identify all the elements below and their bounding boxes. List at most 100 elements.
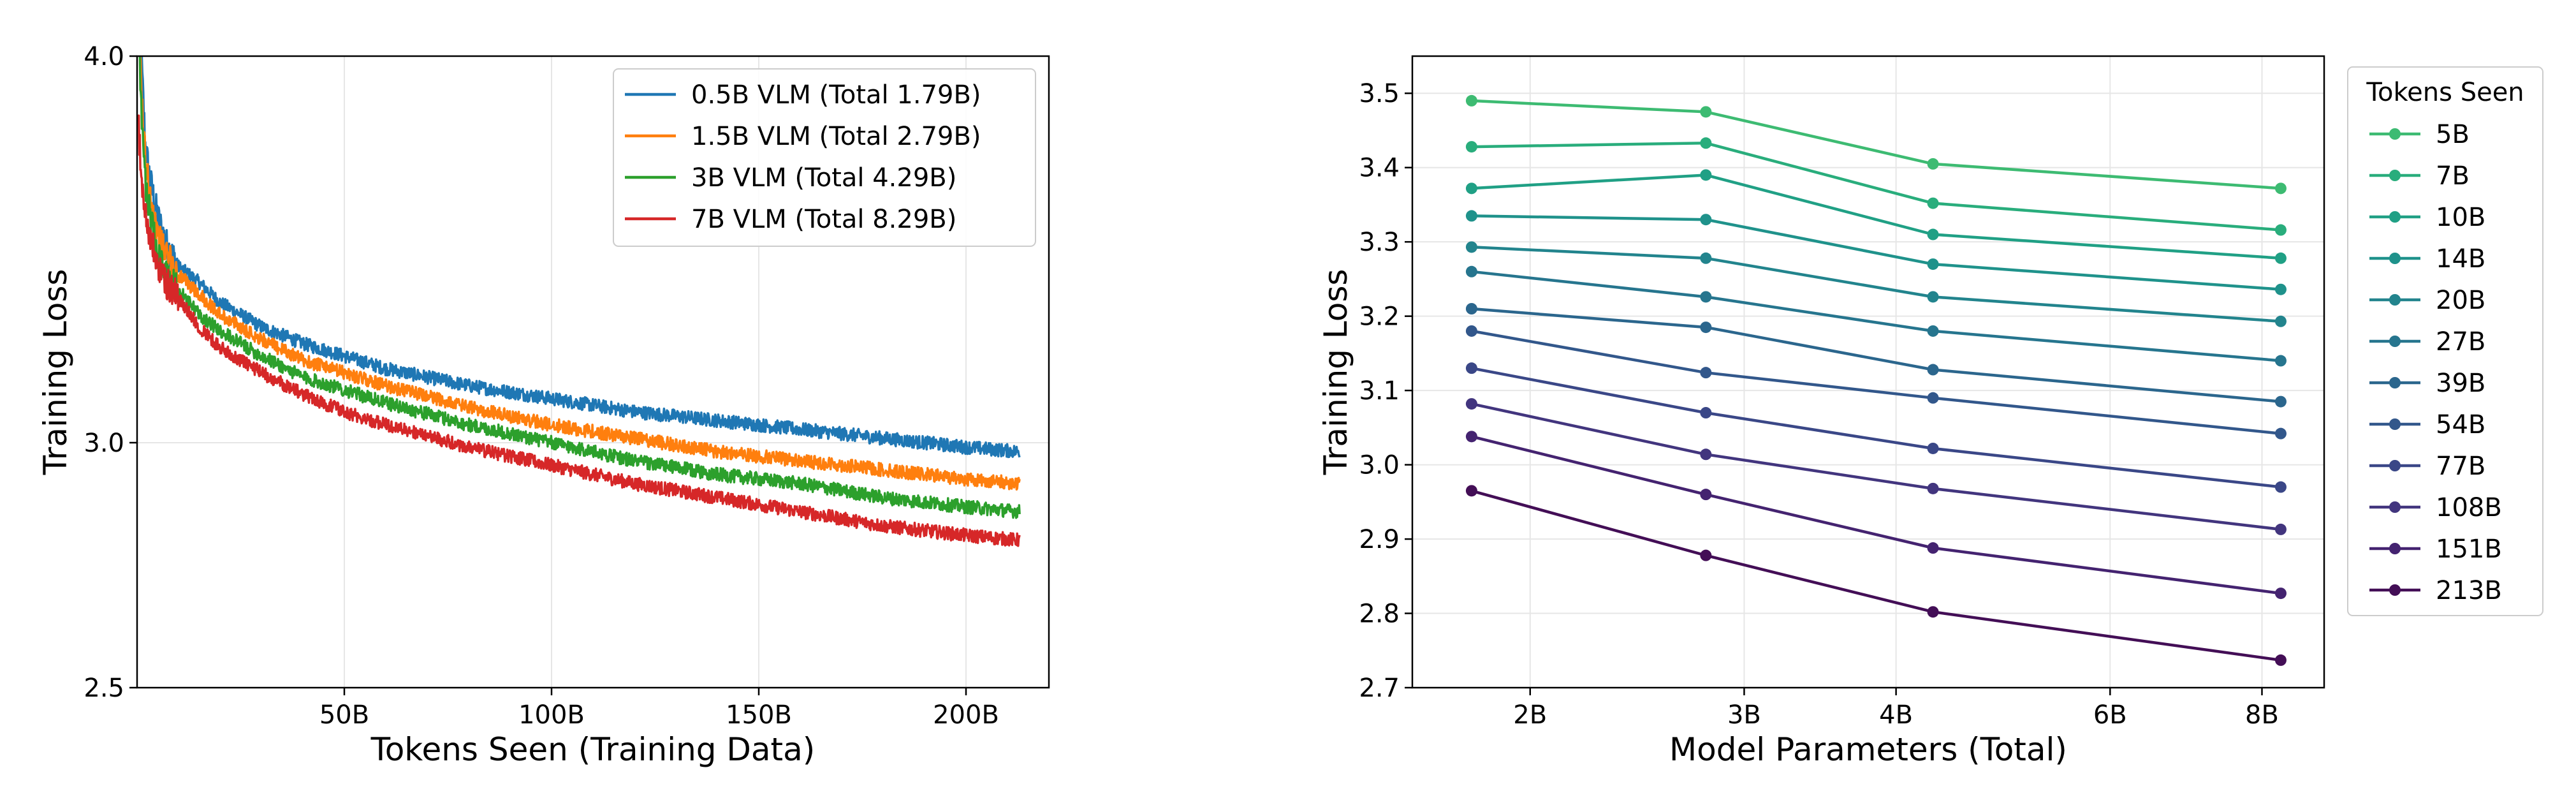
x-tick-label: 4B (1879, 700, 1913, 730)
y-tick-label: 3.4 (1359, 154, 1400, 183)
data-point (1927, 325, 1939, 337)
legend-label: 0.5B VLM (Total 1.79B) (691, 80, 981, 110)
series-213b (1465, 485, 2287, 666)
data-point (1700, 106, 1712, 118)
legend-label: 54B (2436, 410, 2485, 440)
data-point (1927, 158, 1939, 170)
loss-vs-params-chart: 2B 3B 4B 6B 8B 2.7 2.8 2.9 3.0 3.1 3.2 3.3 3.4 3.5 Mo… (1317, 55, 2543, 768)
series-line (1471, 366, 2281, 489)
data-point (1465, 94, 1477, 107)
series-lines (1465, 94, 2287, 666)
plot-frame (136, 55, 1050, 689)
data-point (1700, 489, 1712, 501)
series-line (1471, 489, 2281, 662)
data-point (1700, 322, 1712, 334)
legend-marker (2389, 294, 2401, 306)
legend-label: 151B (2436, 535, 2502, 564)
data-point (2274, 481, 2287, 493)
data-point (2274, 283, 2287, 295)
data-point (1465, 265, 1477, 277)
series-line (1471, 246, 2281, 323)
data-point (2274, 252, 2287, 264)
data-point (1700, 367, 1712, 379)
legend-title: Tokens Seen (2366, 78, 2524, 107)
data-point (1465, 325, 1477, 337)
legend-marker (2389, 336, 2401, 347)
loss-vs-tokens-chart: 50B 100B 150B 200B 2.5 3.0 4.0 Tokens Seen (Tr… (37, 42, 1050, 768)
data-point (1700, 448, 1712, 461)
y-tick-label: 2.8 (1359, 600, 1400, 629)
series-line (1471, 435, 2281, 595)
legend-marker (2389, 377, 2401, 388)
x-tick-label: 2B (1513, 700, 1547, 730)
axis-ticks: 2B 3B 4B 6B 8B 2.7 2.8 2.9 3.0 3.1 3.2 3.3 3.4 3.5 (1359, 79, 2279, 730)
data-point (2274, 523, 2287, 535)
x-tick-label: 3B (1727, 700, 1761, 730)
legend-box (2347, 66, 2543, 616)
data-point (1700, 214, 1712, 226)
series-line-7b-vlm-total-8-29b (137, 114, 1021, 547)
legend-label: 213B (2436, 576, 2502, 605)
data-point (2274, 427, 2287, 440)
data-point (2274, 396, 2287, 408)
data-point (1927, 392, 1939, 404)
data-point (1927, 364, 1939, 376)
data-point (1700, 291, 1712, 303)
data-point (2274, 654, 2287, 666)
y-tick-label: 3.2 (1359, 302, 1400, 332)
data-point (2274, 182, 2287, 195)
legend: 0.5B VLM (Total 1.79B) 1.5B VLM (Total 2.… (613, 68, 1036, 247)
data-point (1927, 606, 1939, 618)
series-line (1471, 402, 2281, 531)
legend-marker (2389, 170, 2401, 181)
data-point (1465, 210, 1477, 222)
data-point (1700, 407, 1712, 419)
x-tick-label: 150B (726, 700, 792, 730)
legend-label: 39B (2436, 369, 2485, 398)
y-tick-label: 3.5 (1359, 79, 1400, 108)
legend-label: 108B (2436, 493, 2502, 522)
data-point (1465, 398, 1477, 410)
x-tick-label: 8B (2245, 700, 2279, 730)
data-point (1927, 197, 1939, 209)
series-54b (1465, 325, 2287, 440)
legend-label: 7B (2436, 161, 2470, 191)
legend-marker (2389, 584, 2401, 596)
legend-label: 10B (2436, 203, 2485, 232)
y-axis-label: Training Loss (37, 269, 74, 476)
legend-marker (2389, 543, 2401, 554)
series-151b (1465, 431, 2287, 600)
data-point (1927, 228, 1939, 240)
x-tick-label: 100B (518, 700, 585, 730)
data-point (1927, 258, 1939, 270)
series-20b (1465, 241, 2287, 327)
data-point (1700, 169, 1712, 181)
data-point (1700, 549, 1712, 561)
series-line (1471, 307, 2281, 403)
data-point (2274, 355, 2287, 367)
series-line-1-5b-vlm-total-2-79b (139, 56, 1021, 491)
data-point (2274, 224, 2287, 236)
legend-label: 3B VLM (Total 4.29B) (691, 163, 956, 193)
legend-marker (2389, 418, 2401, 430)
axis-ticks: 50B 100B 150B 200B 2.5 3.0 4.0 (84, 42, 999, 730)
series-line-0-5b-vlm-total-1-79b (140, 56, 1021, 459)
series-108b (1465, 398, 2287, 535)
x-tick-label: 6B (2093, 700, 2127, 730)
legend-label: 77B (2436, 452, 2485, 481)
data-point (1927, 291, 1939, 303)
y-axis-label: Training Loss (1317, 269, 1354, 476)
legend-marker (2389, 460, 2401, 471)
grid (1412, 56, 2324, 688)
data-point (1465, 362, 1477, 374)
series-5b (1465, 94, 2287, 195)
y-tick-label: 3.0 (84, 429, 124, 458)
data-point (1927, 482, 1939, 494)
y-tick-label: 2.9 (1359, 525, 1400, 554)
legend-label: 1.5B VLM (Total 2.79B) (691, 122, 981, 151)
series-line (1471, 214, 2281, 291)
legend-marker (2389, 253, 2401, 264)
legend-label: 7B VLM (Total 8.29B) (691, 205, 956, 234)
data-point (1927, 542, 1939, 554)
series-77b (1465, 362, 2287, 493)
